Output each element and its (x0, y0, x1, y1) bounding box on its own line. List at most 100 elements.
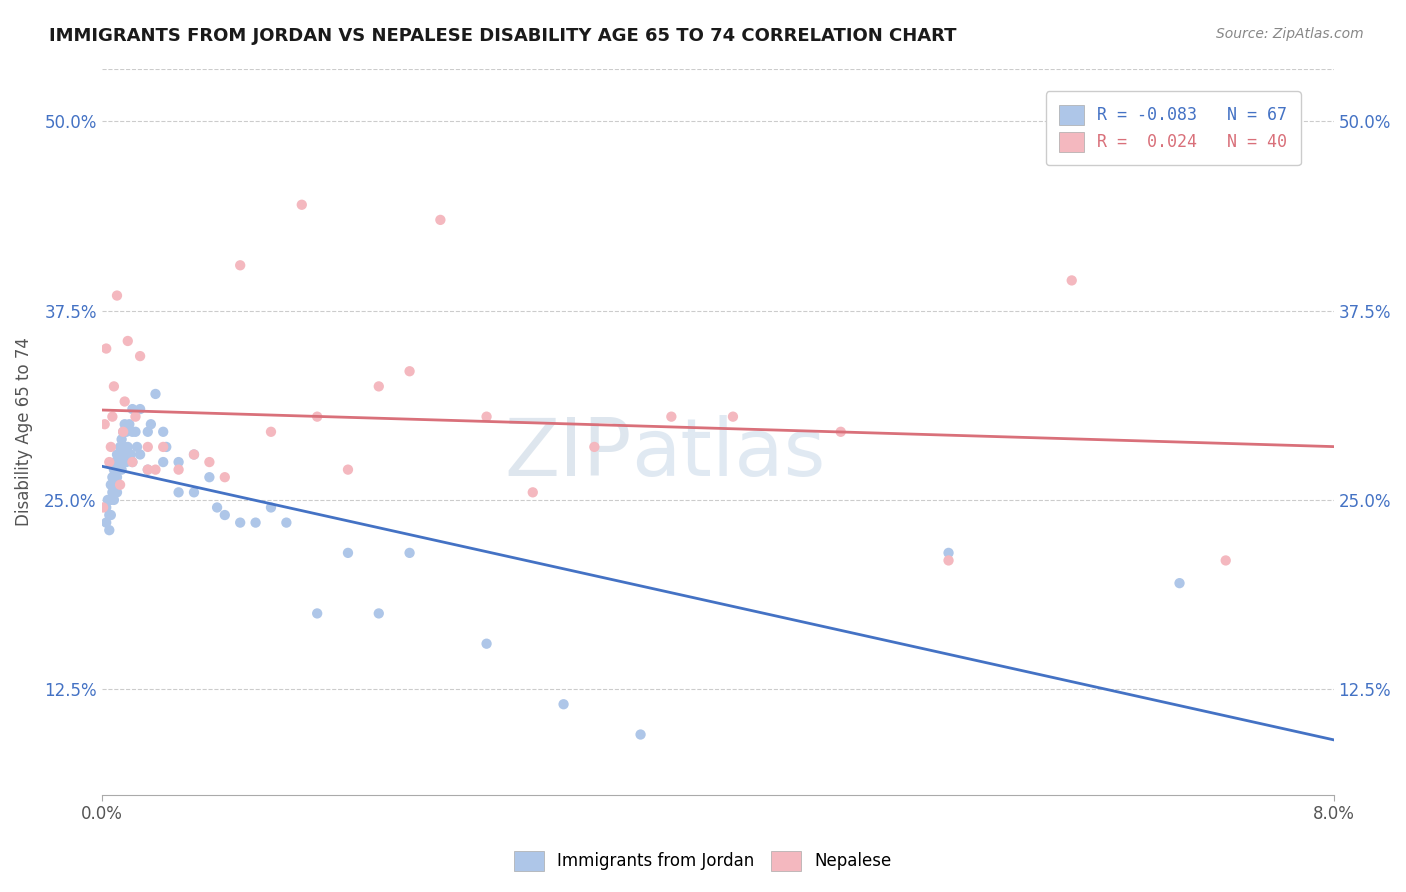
Point (121, 402, 143, 417)
Point (93, 417, 115, 432)
Point (104, 485, 127, 500)
Point (659, 409, 682, 424)
Text: ZIP: ZIP (503, 415, 631, 492)
Point (100, 440, 122, 454)
Point (101, 409, 124, 424)
Point (136, 425, 159, 439)
Point (398, 364, 420, 378)
Point (104, 455, 127, 469)
Point (429, 213, 451, 227)
Point (938, 553, 960, 567)
Point (101, 470, 124, 484)
Point (721, 409, 744, 424)
Point (1168, 576, 1191, 591)
Point (125, 440, 148, 454)
Point (229, 516, 252, 530)
Point (96, 342, 118, 356)
Point (124, 425, 146, 439)
Point (152, 440, 174, 454)
Point (120, 448, 142, 462)
Point (136, 440, 159, 454)
Point (367, 607, 389, 621)
Point (103, 492, 125, 507)
Point (1215, 553, 1237, 567)
Point (205, 500, 228, 515)
Y-axis label: Disability Age 65 to 74: Disability Age 65 to 74 (15, 337, 32, 526)
Point (167, 455, 190, 469)
Point (136, 462, 159, 476)
Point (183, 485, 205, 500)
Point (114, 394, 136, 409)
Point (98, 508, 121, 522)
Point (129, 349, 152, 363)
Point (124, 409, 146, 424)
Point (229, 258, 252, 272)
Point (155, 440, 177, 454)
Point (110, 462, 132, 476)
Point (98, 523, 121, 537)
Point (183, 448, 205, 462)
Legend: R = -0.083   N = 67, R =  0.024   N = 40: R = -0.083 N = 67, R = 0.024 N = 40 (1046, 91, 1301, 165)
Point (198, 455, 221, 469)
Point (583, 440, 606, 454)
Text: Source: ZipAtlas.com: Source: ZipAtlas.com (1216, 27, 1364, 41)
Point (108, 455, 131, 469)
Point (100, 508, 122, 522)
Point (108, 440, 131, 454)
Point (129, 402, 152, 417)
Point (96, 500, 118, 515)
Point (91, 500, 114, 515)
Point (214, 508, 236, 522)
Point (108, 477, 131, 491)
Point (145, 387, 167, 401)
Point (307, 409, 329, 424)
Point (97, 492, 120, 507)
Point (245, 516, 267, 530)
Point (367, 379, 389, 393)
Point (103, 477, 125, 491)
Point (129, 448, 152, 462)
Point (121, 455, 143, 469)
Point (105, 485, 128, 500)
Point (104, 470, 127, 484)
Point (475, 409, 498, 424)
Point (112, 448, 135, 462)
Point (1060, 273, 1083, 287)
Point (198, 470, 221, 484)
Point (183, 448, 205, 462)
Point (291, 198, 314, 212)
Point (117, 334, 139, 348)
Point (830, 425, 852, 439)
Point (105, 448, 128, 462)
Point (336, 546, 359, 560)
Point (115, 455, 138, 469)
Legend: Immigrants from Jordan, Nepalese: Immigrants from Jordan, Nepalese (506, 842, 900, 880)
Point (105, 462, 128, 476)
Point (121, 425, 143, 439)
Point (260, 425, 283, 439)
Point (167, 485, 190, 500)
Point (98, 455, 121, 469)
Point (336, 462, 359, 476)
Point (553, 698, 575, 712)
Point (100, 492, 122, 507)
Point (100, 477, 122, 491)
Point (96, 516, 118, 530)
Point (152, 455, 174, 469)
Point (117, 440, 139, 454)
Point (105, 470, 128, 484)
Point (110, 433, 132, 447)
Point (112, 425, 135, 439)
Point (475, 637, 498, 651)
Point (103, 462, 125, 476)
Point (136, 462, 159, 476)
Point (105, 288, 128, 302)
Point (522, 485, 544, 500)
Point (307, 607, 329, 621)
Text: atlas: atlas (631, 415, 825, 492)
Point (101, 485, 124, 500)
Point (214, 470, 236, 484)
Point (121, 455, 143, 469)
Point (167, 462, 190, 476)
Point (118, 417, 141, 432)
